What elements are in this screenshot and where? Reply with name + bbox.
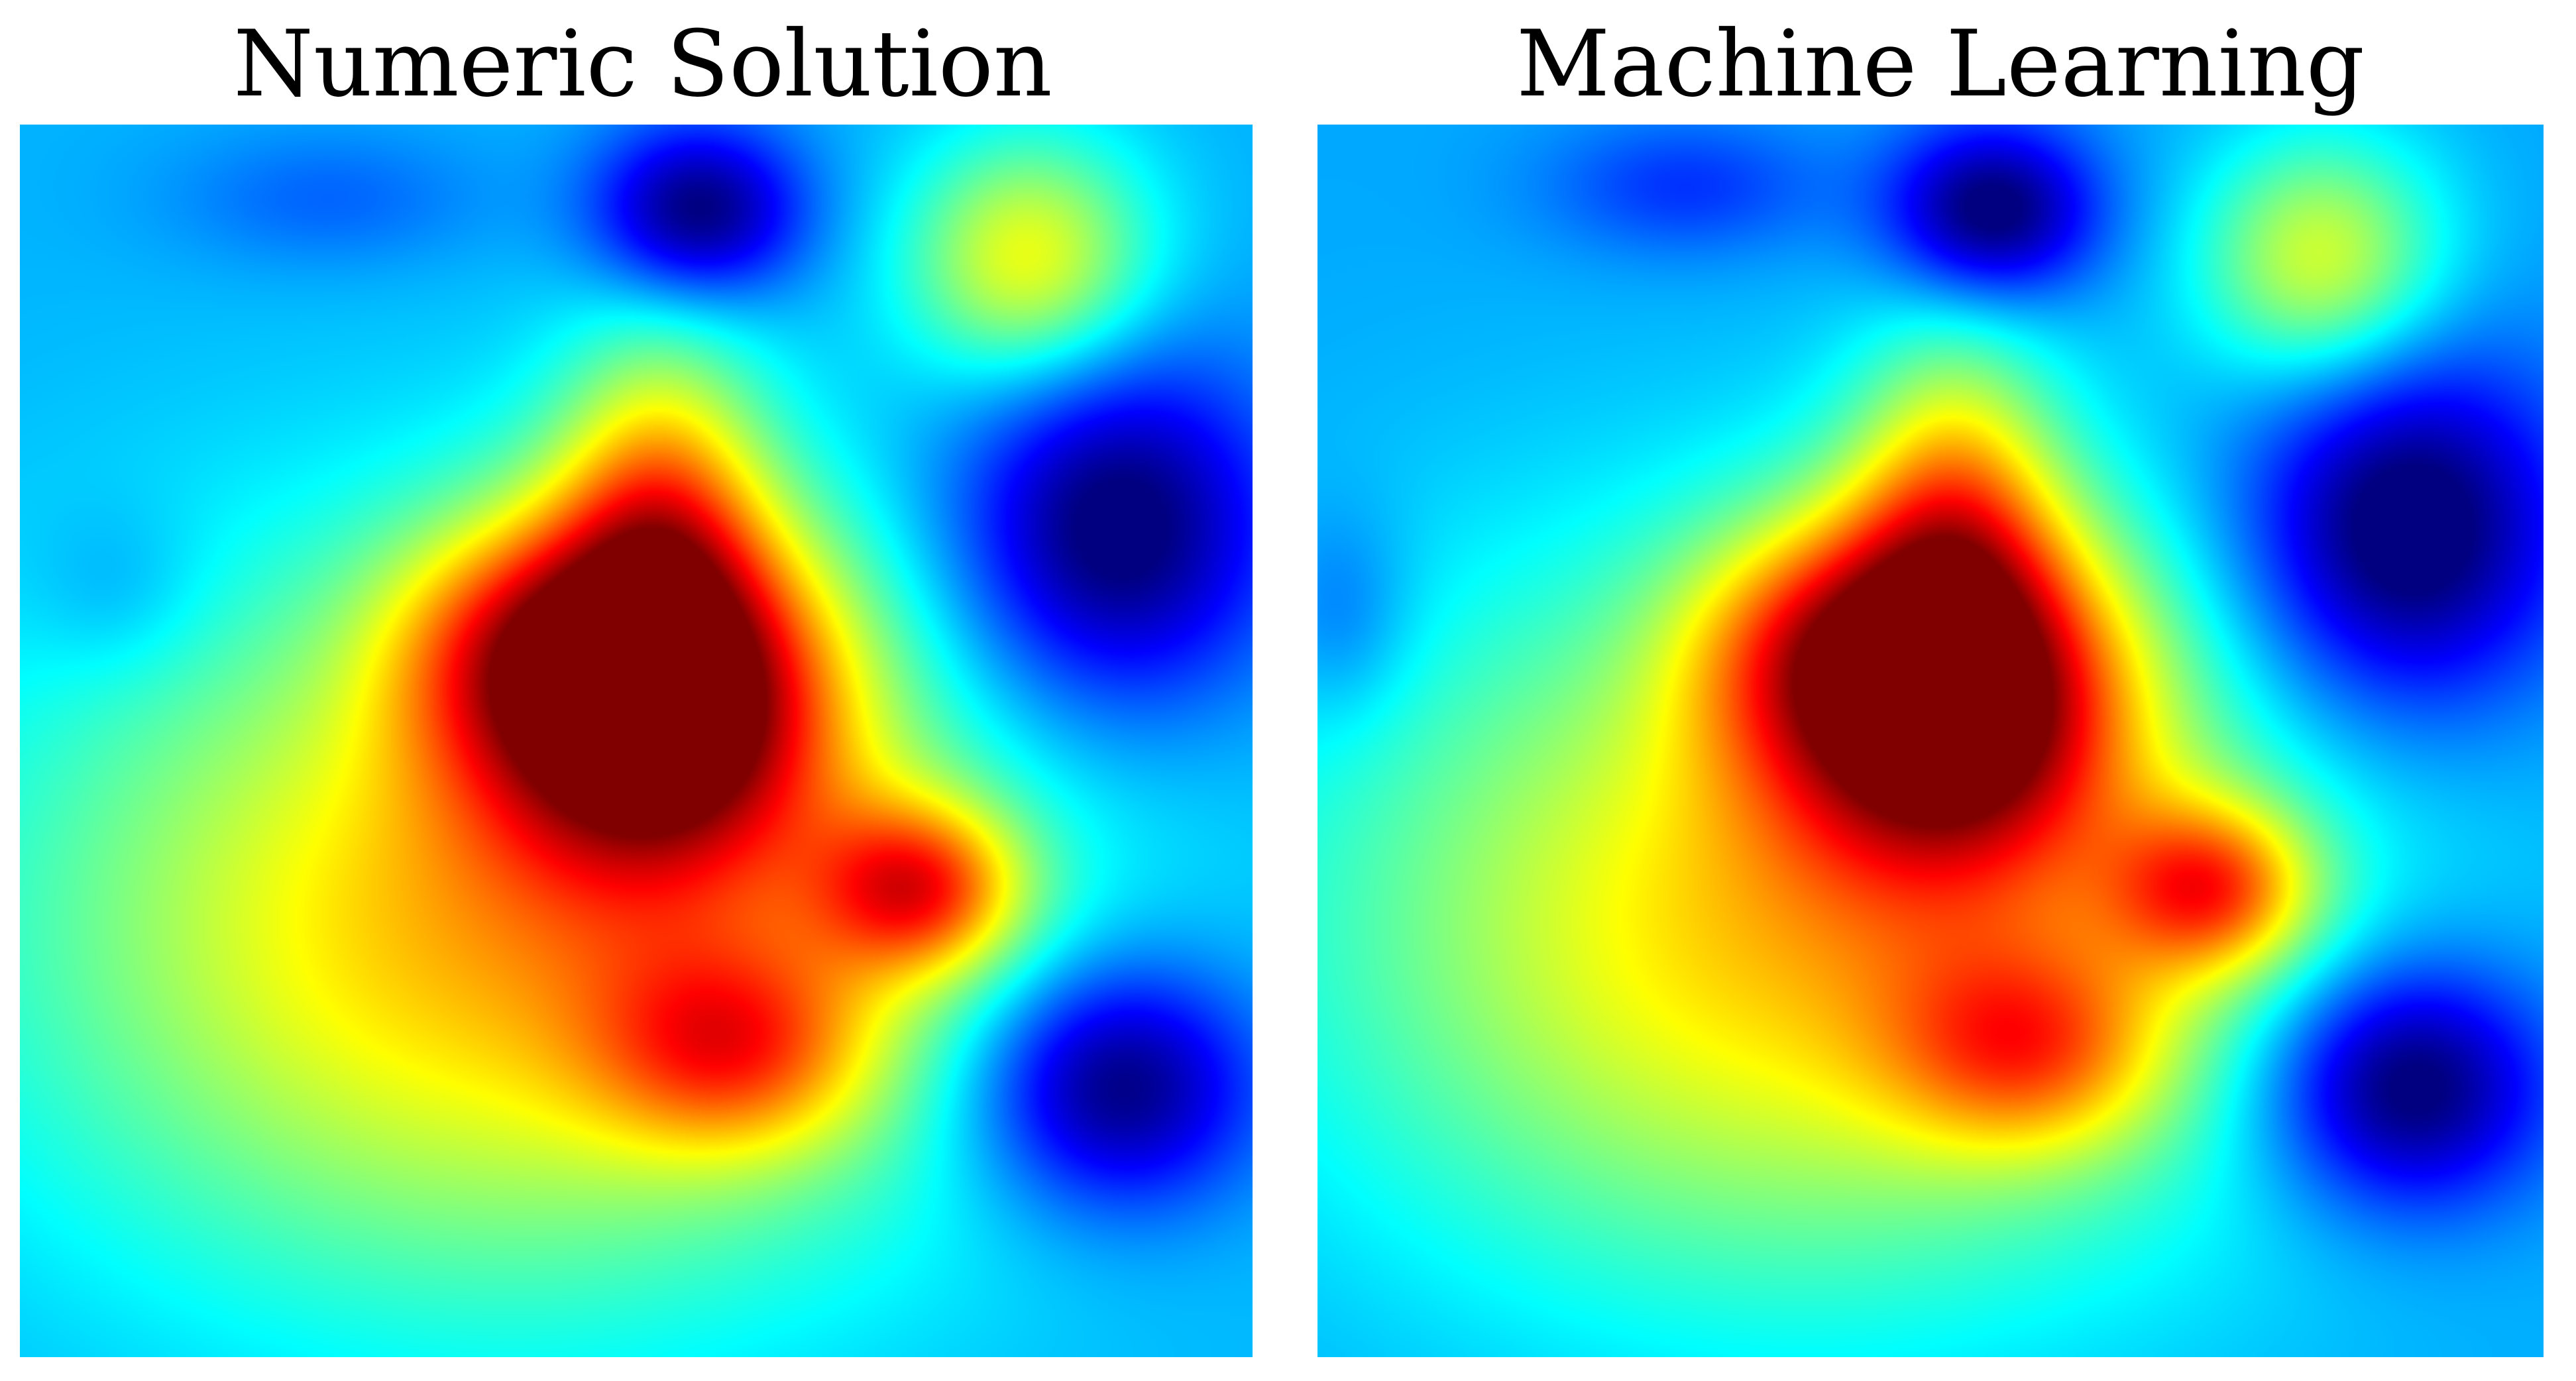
panel-machine-learning: Machine Learning <box>1317 0 2563 1381</box>
heatmap-numeric-solution <box>20 125 1253 1357</box>
panel-numeric-solution: Numeric Solution <box>20 0 1266 1381</box>
heatmap-machine-learning <box>1317 125 2544 1357</box>
panel-title: Numeric Solution <box>233 11 1052 117</box>
panel-title: Machine Learning <box>1516 11 2365 117</box>
